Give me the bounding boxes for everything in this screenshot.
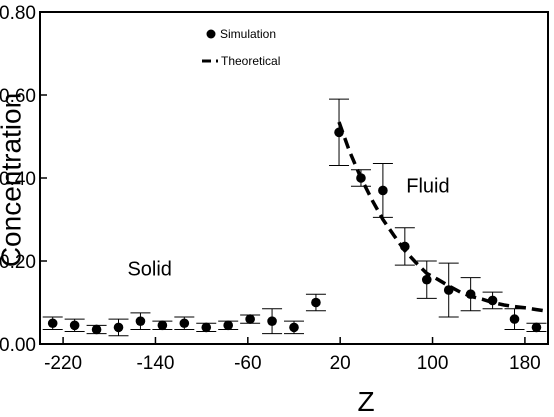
x-tick-label: 20 [330, 353, 351, 374]
legend-simulation-marker [206, 29, 216, 39]
simulation-point [400, 241, 410, 252]
x-tick-label: -220 [44, 353, 82, 374]
simulation-point [223, 320, 233, 331]
x-tick-label: -60 [234, 353, 261, 374]
simulation-point [378, 185, 388, 196]
x-tick-label: -140 [136, 353, 174, 374]
x-tick-label: 100 [417, 353, 449, 374]
simulation-point [487, 295, 498, 306]
simulation-point [356, 173, 366, 183]
simulation-point [135, 316, 146, 326]
simulation-point [179, 318, 190, 329]
x-axis-title: Z [357, 386, 374, 417]
simulation-point [267, 316, 277, 326]
y-tick-label: 0.60 [0, 86, 36, 107]
simulation-point [311, 297, 321, 308]
simulation-point [531, 322, 542, 333]
error-bars [42, 98, 547, 337]
simulation-point [201, 322, 212, 333]
annotation-solid: Solid [127, 259, 171, 281]
y-axis-ticks: 0.00 0.20 0.40 0.60 0.80 [0, 3, 47, 356]
simulation-point [289, 322, 299, 333]
annotation-fluid: Fluid [406, 176, 449, 198]
y-tick-label: 0.20 [0, 252, 36, 273]
simulation-point [69, 320, 80, 331]
simulation-point [509, 314, 520, 324]
y-tick-label: 0.80 [0, 3, 36, 24]
simulation-points [47, 127, 542, 335]
simulation-point [465, 289, 476, 300]
simulation-point [245, 314, 255, 324]
x-tick-label: 180 [509, 353, 541, 374]
y-tick-label: 0.40 [0, 169, 36, 190]
legend: Simulation Theoretical [202, 27, 280, 68]
legend-theoretical-label: Theoretical [221, 54, 280, 68]
simulation-point [113, 322, 124, 333]
simulation-point [47, 318, 58, 329]
simulation-point [421, 274, 432, 285]
simulation-point [334, 127, 344, 138]
theoretical-curve [337, 121, 545, 313]
simulation-point [91, 324, 102, 335]
y-tick-label: 0.00 [0, 335, 36, 356]
x-axis-ticks: -220 -140 -60 20 100 180 [44, 337, 541, 374]
simulation-point [443, 285, 454, 295]
legend-simulation-label: Simulation [220, 27, 276, 41]
y-axis-title: Concentration [0, 93, 26, 267]
simulation-point [157, 320, 168, 331]
theoretical-curve-layer [337, 121, 545, 313]
